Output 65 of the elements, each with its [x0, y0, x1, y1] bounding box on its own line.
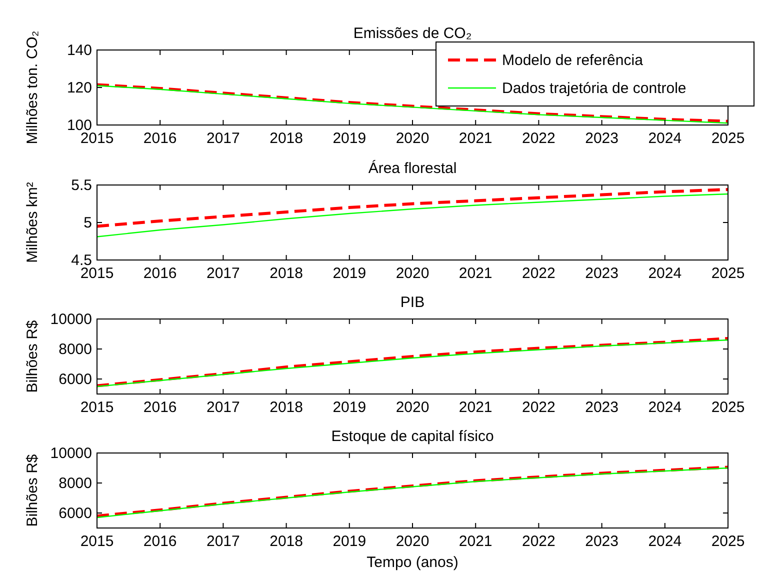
x-tick-label: 2021 [458, 265, 492, 282]
chart-title: Área florestal [368, 159, 457, 177]
x-tick-label: 2015 [80, 533, 114, 550]
x-tick-label: 2018 [270, 533, 303, 550]
x-tick-label: 2021 [458, 399, 492, 416]
x-tick-label: 2019 [332, 533, 366, 550]
chart-title: Emissões de CO₂ [353, 25, 472, 42]
x-tick-label: 2020 [396, 130, 430, 147]
x-tick-label: 2017 [206, 130, 240, 147]
x-tick-label: 2023 [585, 265, 618, 282]
x-tick-label: 2016 [143, 399, 177, 416]
chart-title: PIB [400, 294, 425, 311]
y-axis-title: Bilhões R$ [24, 454, 41, 527]
x-axis-title: Tempo (anos) [366, 554, 458, 571]
y-tick-label: 8000 [58, 475, 92, 492]
x-tick-label: 2022 [522, 533, 556, 550]
y-tick-label: 10000 [50, 445, 92, 462]
x-tick-label: 2025 [711, 130, 745, 147]
x-tick-label: 2023 [585, 130, 618, 147]
x-tick-label: 2019 [332, 399, 366, 416]
x-tick-label: 2020 [396, 533, 430, 550]
x-tick-label: 2020 [396, 399, 430, 416]
y-axis-title: Bilhões R$ [24, 320, 41, 393]
x-tick-label: 2025 [711, 399, 745, 416]
line-series [96, 193, 729, 238]
x-tick-label: 2016 [143, 265, 177, 282]
x-tick-label: 2025 [711, 265, 745, 282]
line-series [96, 188, 730, 228]
y-tick-label: 6000 [58, 505, 92, 522]
legend-label: Dados trajetória de controle [502, 80, 686, 97]
x-tick-label: 2018 [270, 399, 303, 416]
x-tick-label: 2019 [332, 130, 366, 147]
x-tick-label: 2025 [711, 533, 745, 550]
x-tick-label: 2017 [206, 533, 240, 550]
x-tick-label: 2024 [648, 265, 682, 282]
x-tick-label: 2018 [270, 130, 303, 147]
x-tick-label: 2021 [458, 533, 492, 550]
legend-label: Modelo de referência [502, 52, 644, 69]
y-tick-label: 120 [66, 80, 92, 96]
x-tick-label: 2023 [585, 533, 618, 550]
y-tick-label: 140 [66, 42, 92, 59]
x-tick-label: 2017 [206, 265, 240, 282]
x-tick-label: 2024 [648, 399, 682, 416]
x-tick-label: 2018 [270, 265, 303, 282]
x-tick-label: 2020 [396, 265, 430, 282]
y-tick-label: 6000 [58, 371, 92, 388]
x-tick-label: 2019 [332, 265, 366, 282]
x-tick-label: 2021 [458, 130, 492, 147]
y-tick-label: 10000 [50, 311, 92, 328]
x-tick-label: 2015 [80, 399, 114, 416]
x-tick-label: 2017 [206, 399, 240, 416]
y-tick-label: 5.5 [71, 177, 92, 194]
y-axis-title: Milhões ton. CO₂ [24, 30, 41, 144]
y-axis-title: Milhões km² [24, 182, 41, 263]
y-tick-label: 8000 [58, 341, 92, 358]
x-tick-label: 2022 [522, 265, 556, 282]
x-tick-label: 2022 [522, 399, 556, 416]
x-tick-label: 2024 [648, 130, 682, 147]
x-tick-label: 2024 [648, 533, 682, 550]
x-tick-label: 2023 [585, 399, 618, 416]
x-tick-label: 2016 [143, 533, 177, 550]
x-tick-label: 2022 [522, 130, 556, 147]
chart-title: Estoque de capital físico [331, 428, 494, 445]
y-tick-label: 5 [84, 214, 92, 232]
x-tick-label: 2016 [143, 130, 177, 147]
